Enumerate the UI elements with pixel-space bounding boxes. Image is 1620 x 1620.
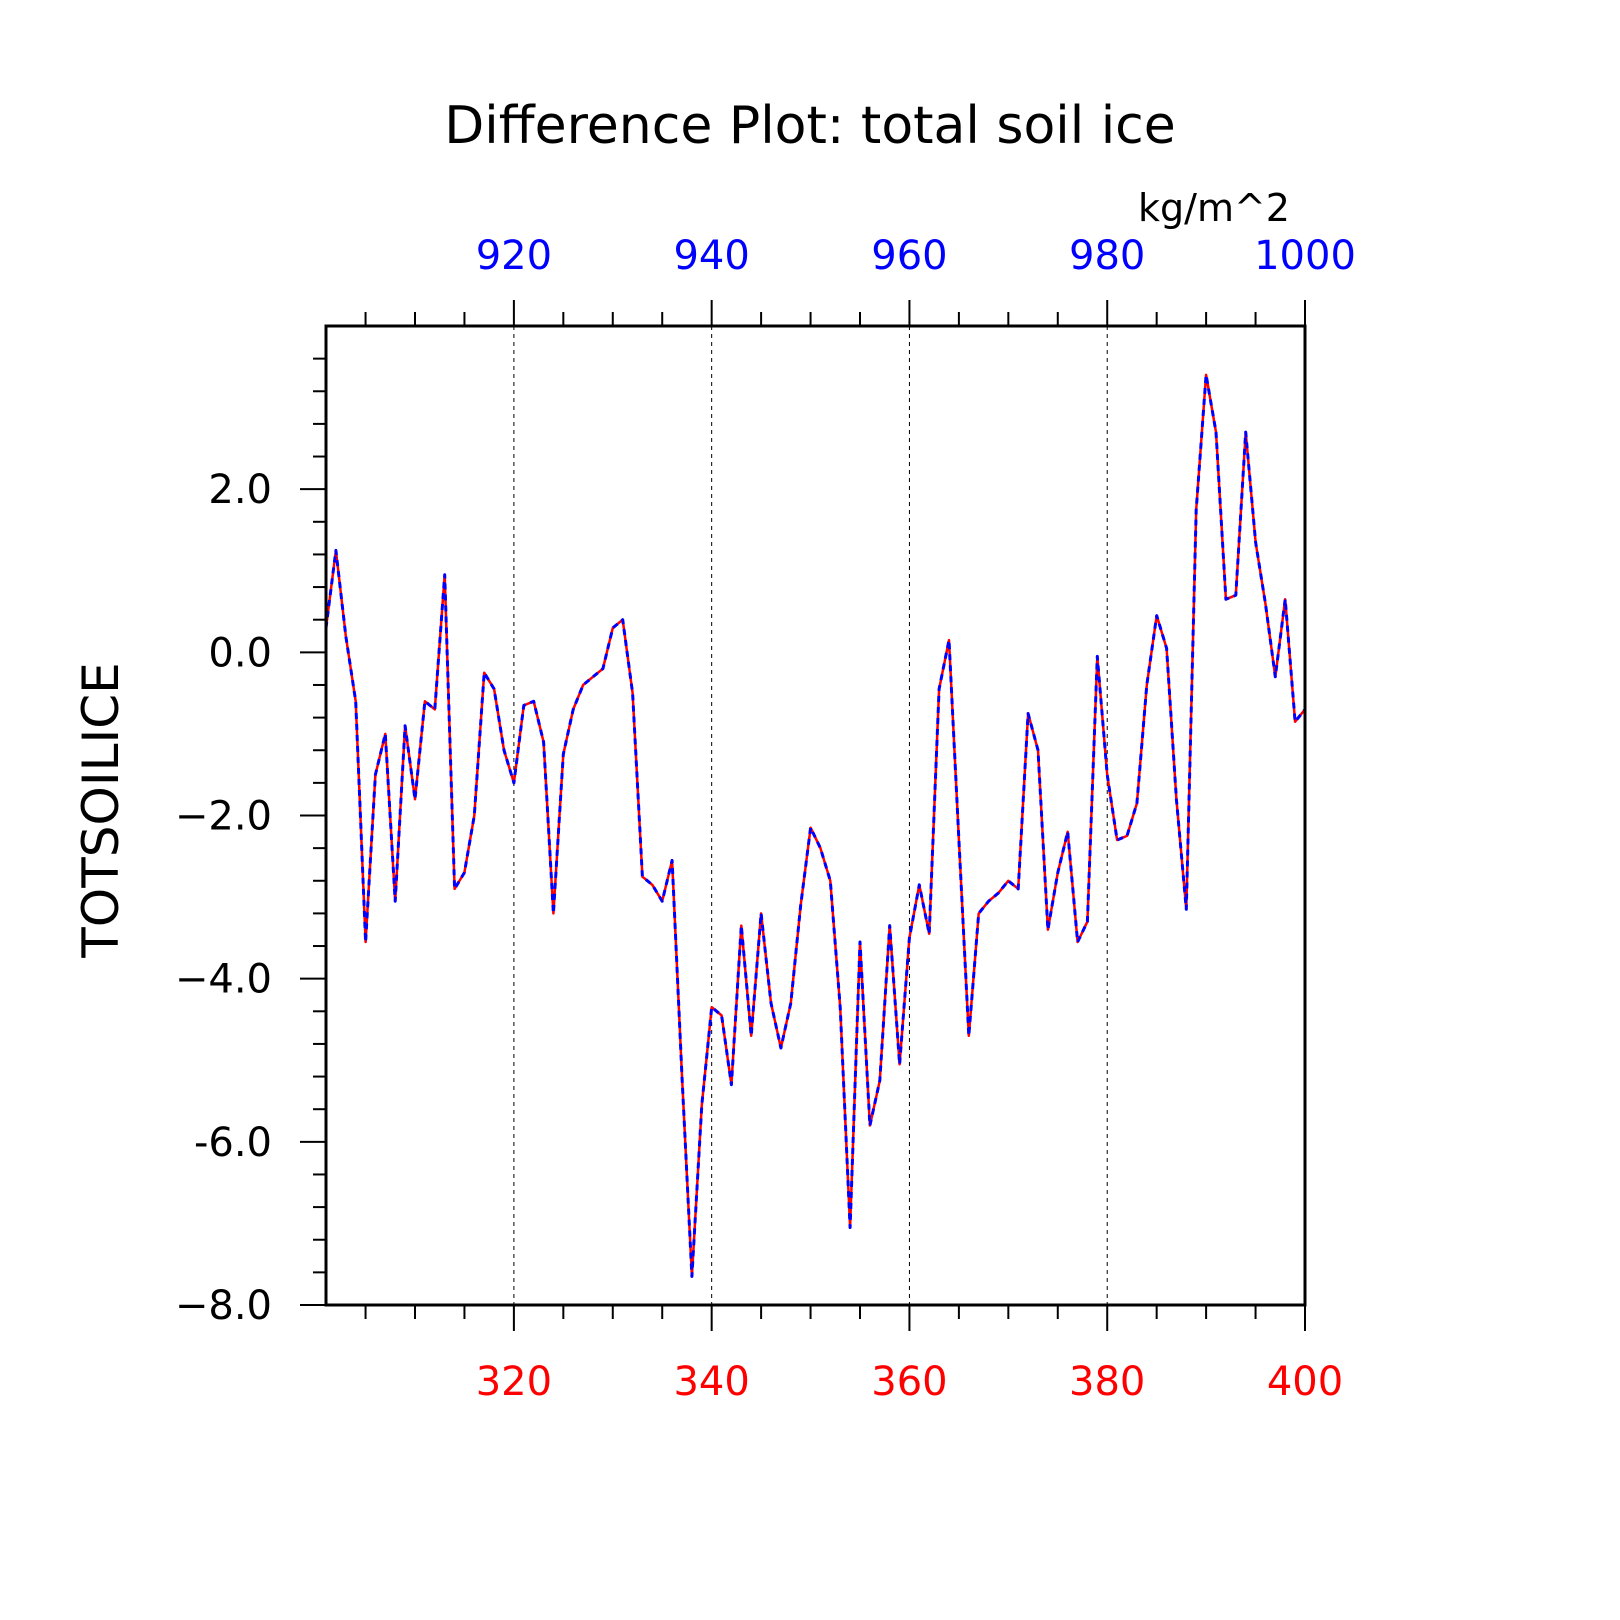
x-bottom-tick-label: 380 [1069,1359,1145,1405]
y-axis: 2.0 0.0 −2.0 −4.0 -6.0 −8.0 [175,357,326,1329]
grid-lines [513,326,1108,1305]
y-tick-label: −2.0 [175,794,272,840]
x-top-tick-label: 940 [673,233,749,279]
y-tick-label: −4.0 [175,957,272,1003]
x-bottom-tick-label: 400 [1267,1359,1343,1405]
units-label: kg/m^2 [1138,186,1290,230]
x-top-tick-label: 920 [476,233,552,279]
x-axis-top: 920 940 960 980 1000 [364,233,1356,326]
x-bottom-tick-label: 340 [673,1359,749,1405]
chart-title: Difference Plot: total soil ice [444,96,1175,156]
y-axis-label: TOTSOILICE [72,662,130,958]
x-top-tick-label: 980 [1069,233,1145,279]
series-line-2 [324,373,1307,1278]
y-tick-label: 0.0 [208,630,272,676]
x-bottom-tick-label: 320 [476,1359,552,1405]
x-top-tick-label: 1000 [1254,233,1356,279]
x-axis-bottom: 320 340 360 380 400 [364,1305,1343,1405]
series-group [324,373,1307,1278]
x-bottom-tick-label: 360 [871,1359,947,1405]
x-top-tick-label: 960 [871,233,947,279]
y-tick-label: -6.0 [194,1120,272,1166]
series-line-1 [324,373,1306,1278]
y-tick-label: −8.0 [175,1283,272,1329]
plot-frame [324,324,1307,1307]
y-tick-label: 2.0 [208,467,272,513]
